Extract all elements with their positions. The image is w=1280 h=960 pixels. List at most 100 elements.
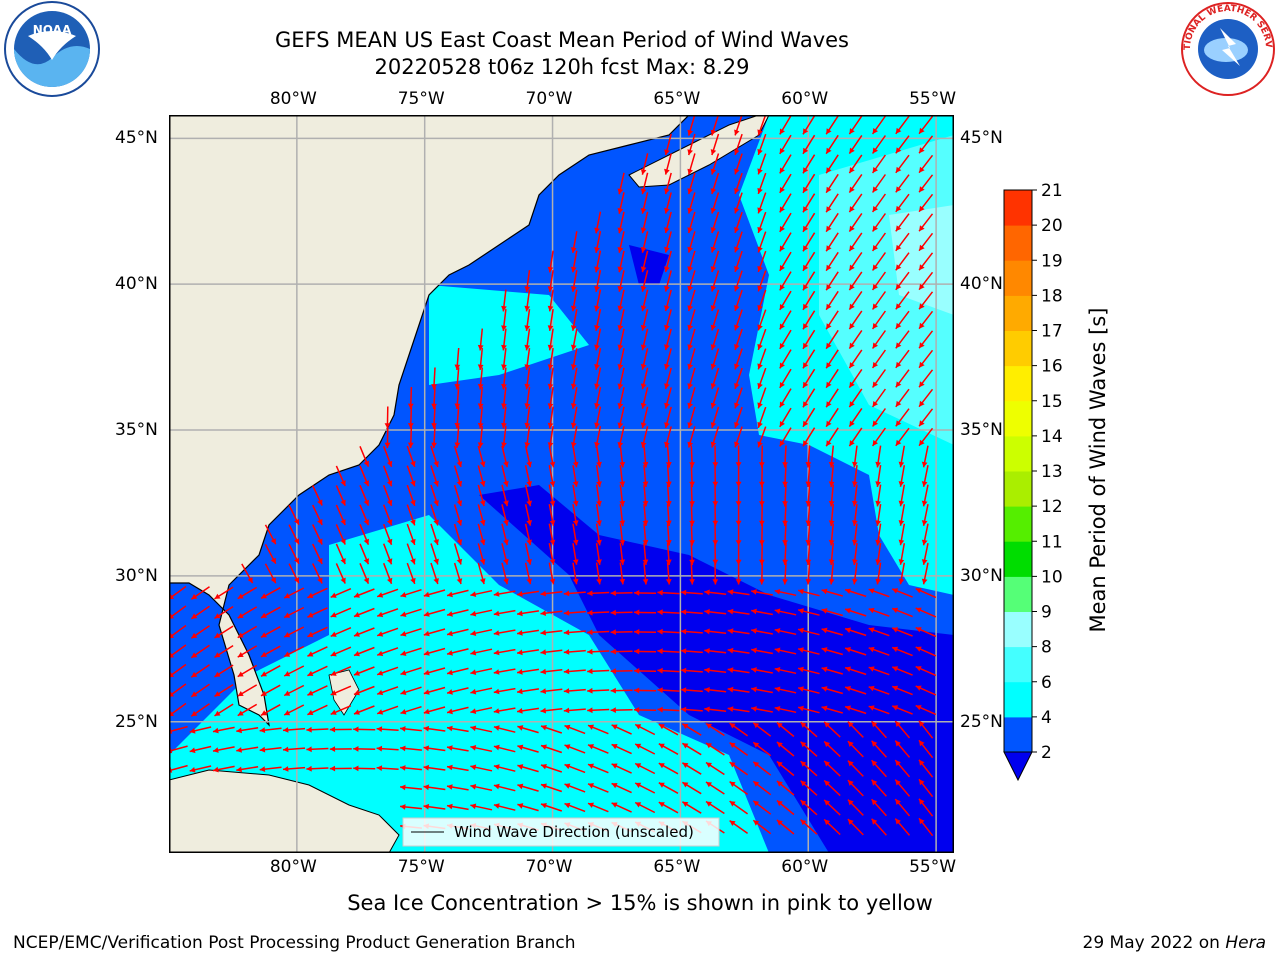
wind-wave-arrow-head	[712, 481, 719, 487]
wind-wave-arrow-head	[805, 559, 812, 565]
wind-wave-arrow-head	[354, 631, 360, 637]
land-bahamas	[328, 669, 360, 716]
wind-wave-arrow-head	[283, 746, 289, 753]
wind-wave-arrow-head	[377, 650, 384, 657]
wind-wave-arrow-head	[734, 168, 740, 175]
wind-wave-arrow-head	[682, 723, 689, 729]
wind-wave-arrow-head	[687, 207, 693, 214]
wind-wave-arrow-head	[734, 402, 740, 409]
wind-wave-arrow-head	[734, 227, 740, 233]
wind-wave-arrow-head	[431, 384, 437, 390]
wind-wave-arrow-head	[710, 441, 717, 448]
wind-wave-arrow-head	[410, 499, 416, 506]
wind-wave-arrow-head	[261, 593, 267, 599]
wind-wave-arrow-head	[664, 363, 670, 370]
wind-wave-arrow-head	[872, 401, 878, 407]
wind-wave-arrow-head	[687, 441, 693, 448]
wind-wave-arrow-head	[610, 668, 616, 674]
wind-wave-arrow-head	[572, 539, 579, 546]
wind-wave-arrow-head	[284, 632, 291, 638]
wind-wave-arrow-head	[524, 305, 531, 312]
wind-wave-arrow-head	[828, 481, 835, 487]
wind-wave-arrow-head	[868, 627, 875, 633]
wind-wave-arrow-head	[617, 344, 624, 351]
wind-wave-arrow-head	[665, 540, 672, 546]
wind-wave-arrow-head	[734, 383, 740, 389]
wind-wave-arrow-head	[757, 285, 763, 292]
wind-wave-arrow-head	[284, 710, 291, 716]
wind-wave-arrow-head	[330, 631, 337, 637]
land-north-america	[169, 115, 690, 727]
wind-wave-arrow-head	[919, 439, 925, 446]
wind-wave-arrow-head	[735, 540, 742, 546]
wind-wave-arrow-head	[611, 744, 618, 750]
wind-wave-arrow-head	[619, 539, 626, 546]
wind-wave-arrow-head	[682, 762, 689, 768]
wind-wave-arrow-head	[640, 324, 647, 331]
wind-wave-arrow-head	[779, 187, 785, 193]
wind-wave-arrow-head	[826, 362, 832, 369]
colorbar-swatch	[1004, 716, 1032, 753]
wind-wave-arrow-head	[617, 442, 624, 448]
wind-wave-arrow-head	[634, 707, 640, 713]
colorbar-swatch	[1004, 225, 1032, 261]
wind-wave-arrow-head	[872, 420, 878, 427]
wind-wave-arrow-head	[868, 685, 875, 692]
wind-wave-arrow-head	[658, 802, 665, 808]
colorbar-tick-label: 4	[1041, 708, 1052, 728]
wind-wave-arrow-head	[503, 461, 509, 468]
wind-wave-arrow-head	[640, 363, 647, 370]
wind-wave-arrow-head	[503, 578, 509, 585]
wind-wave-arrow-head	[191, 632, 198, 639]
wind-wave-arrow-head	[363, 577, 369, 584]
wind-wave-arrow-head	[689, 559, 695, 565]
wind-wave-arrow-head	[751, 667, 757, 673]
wind-wave-arrow-head	[423, 803, 430, 810]
colorbar-swatch	[1004, 400, 1032, 437]
wind-wave-arrow-head	[687, 246, 693, 253]
wind-wave-arrow-head	[658, 782, 665, 788]
wind-wave-arrow-head	[610, 687, 616, 694]
wind-wave-arrow-head	[547, 286, 554, 292]
wind-wave-arrow-head	[410, 558, 416, 565]
wind-wave-arrow-head	[587, 668, 593, 675]
wind-wave-arrow-head	[680, 648, 687, 654]
wind-wave-arrow-head	[330, 690, 337, 696]
colorbar-tick-label: 12	[1041, 497, 1063, 517]
chart-title: GEFS MEAN US East Coast Mean Period of W…	[275, 28, 849, 52]
wind-wave-arrow-head	[687, 422, 693, 429]
wind-wave-arrow-head	[594, 286, 600, 292]
wind-wave-arrow-head	[433, 461, 439, 467]
wind-wave-arrow-head	[493, 649, 500, 656]
wind-wave-direction-arrows	[169, 115, 937, 837]
wind-wave-arrow-head	[456, 539, 463, 545]
wind-wave-arrow-head	[895, 342, 902, 349]
wind-wave-arrow-head	[919, 303, 925, 310]
wind-wave-arrow-head	[872, 381, 878, 388]
wind-wave-arrow-head	[619, 578, 626, 585]
wind-wave-arrow-head	[664, 305, 670, 312]
wind-wave-arrow-head	[617, 188, 624, 195]
colorbar-tick-label: 20	[1041, 216, 1063, 236]
wind-wave-arrow-head	[826, 245, 832, 252]
wind-wave-arrow-head	[895, 779, 901, 786]
wind-wave-arrow-head	[872, 167, 878, 173]
wind-wave-arrow-head	[665, 559, 672, 565]
wind-wave-arrow-head	[189, 767, 196, 773]
wind-wave-arrow-head	[236, 727, 242, 734]
wind-wave-arrow-head	[407, 403, 414, 409]
lat-tick-label-right: 45°N	[960, 128, 1003, 149]
wind-wave-arrow-head	[664, 285, 670, 292]
wind-wave-arrow-head	[727, 647, 734, 654]
wind-wave-arrow-head	[689, 579, 695, 585]
wind-wave-arrow-head	[680, 628, 687, 635]
wind-wave-arrow-head	[617, 422, 624, 429]
wind-wave-arrow-head	[524, 344, 531, 351]
wind-wave-arrow-head	[712, 462, 719, 468]
wind-wave-arrow-head	[400, 650, 407, 656]
wind-wave-arrow-head	[307, 592, 314, 598]
wind-wave-arrow-head	[892, 685, 899, 692]
wind-wave-arrow-head	[826, 128, 832, 135]
wind-wave-arrow-head	[657, 648, 663, 655]
wind-wave-arrow-head	[237, 613, 244, 619]
